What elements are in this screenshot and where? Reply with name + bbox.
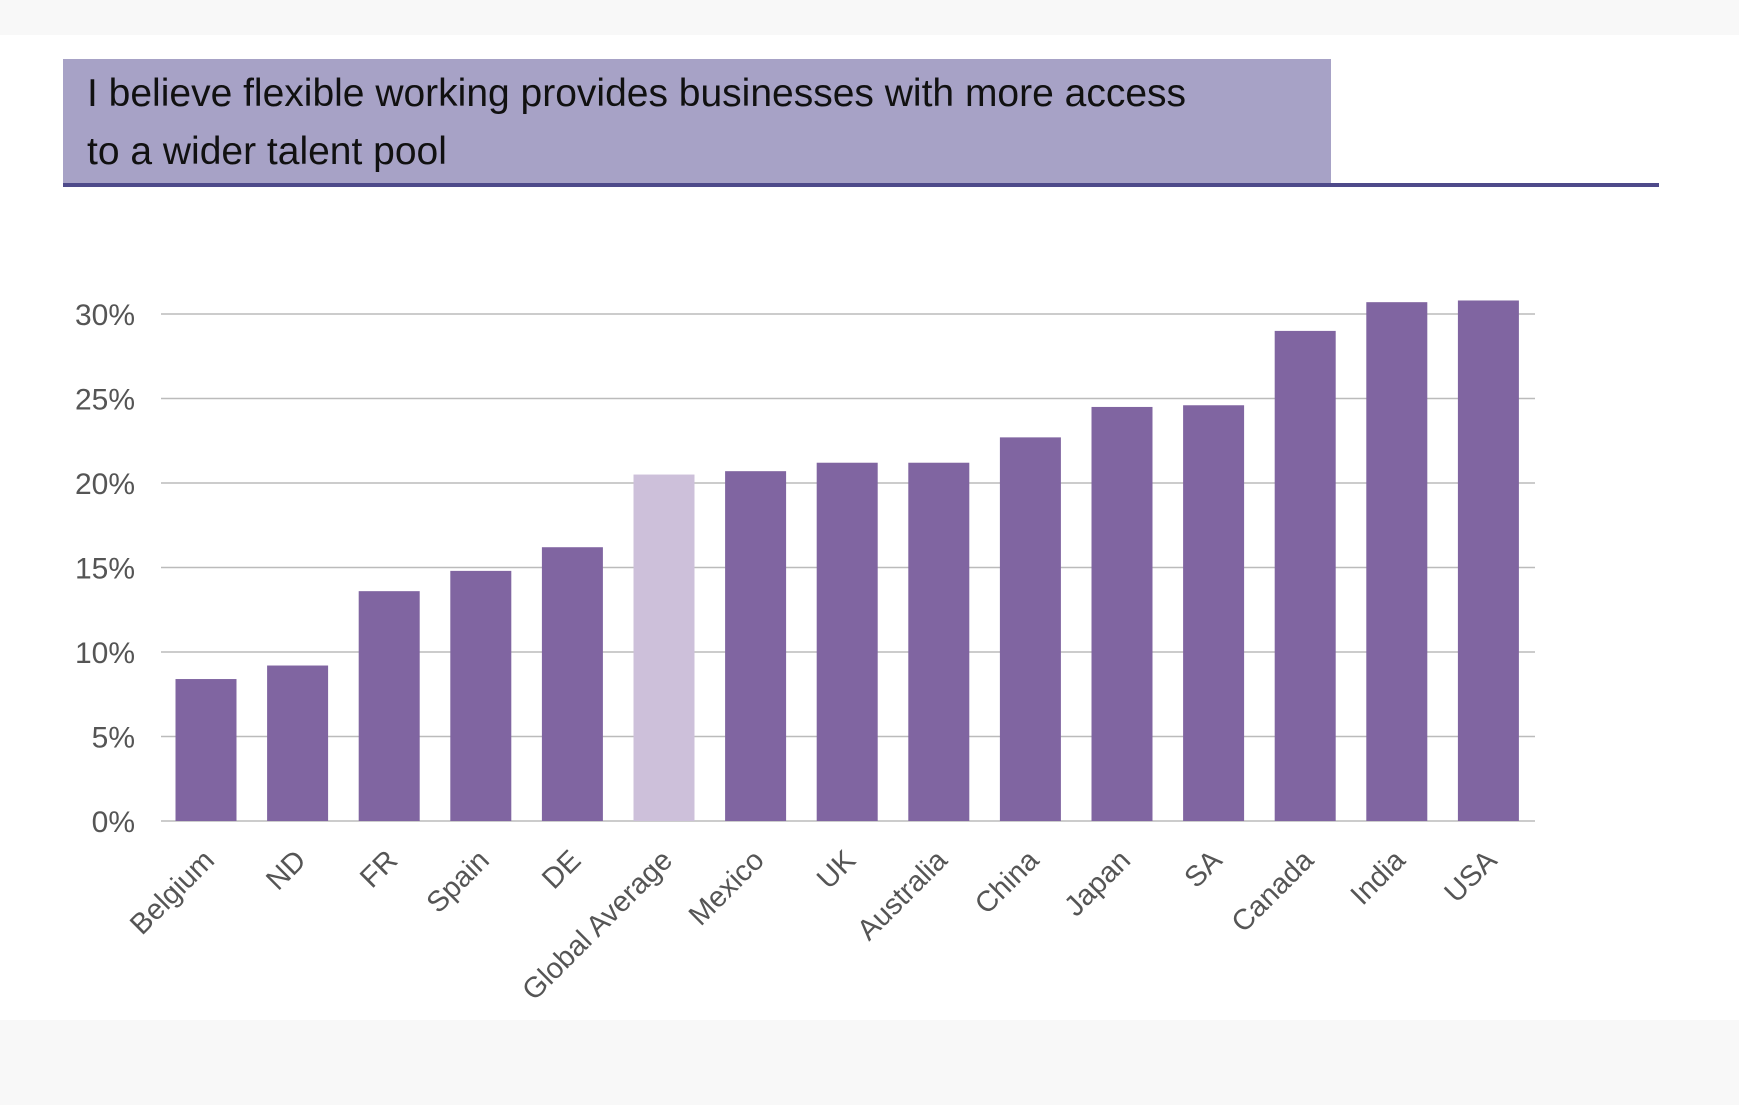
y-tick-label: 25% [75,384,135,417]
bar-australia [908,462,970,821]
bar-belgium [175,679,237,821]
y-tick-label: 5% [92,722,135,755]
y-tick-label: 15% [75,553,135,586]
x-tick-label: DE [536,844,587,895]
bar-mexico [725,471,787,821]
x-tick-label: Canada [1226,844,1321,939]
x-tick-label: Mexico [683,844,771,932]
chart-title-line-1: I believe flexible working provides busi… [87,72,1187,115]
bar-canada [1274,330,1336,821]
chart-title-line-2: to a wider talent pool [87,130,447,173]
y-tick-label: 30% [75,299,135,332]
x-tick-label: India [1345,844,1413,912]
y-tick-label: 20% [75,468,135,501]
bar-usa [1457,300,1519,822]
x-tick-label: ND [260,844,312,896]
x-tick-label: Spain [421,844,496,919]
x-tick-label: FR [354,844,404,894]
x-tick-label: Japan [1058,844,1136,922]
bottom-band [0,1020,1739,1105]
bar-fr [358,591,420,821]
y-tick-label: 10% [75,637,135,670]
bar-nd [267,665,329,821]
x-tick-label: China [969,844,1046,921]
bar-spain [450,570,512,821]
title-underline [63,183,1659,187]
x-tick-label: Australia [851,844,954,947]
x-tick-label: USA [1439,844,1504,909]
bar-sa [1183,405,1245,821]
bar-de [541,547,603,821]
bar-india [1366,302,1428,821]
top-band [0,0,1739,35]
chart-title-box: I believe flexible working provides busi… [63,59,1331,184]
x-tick-label: Belgium [124,844,221,941]
bar-global-average [633,474,695,821]
x-tick-label: SA [1179,844,1229,894]
y-tick-label: 0% [92,806,135,839]
bar-china [999,437,1061,821]
bar-uk [816,462,878,821]
x-tick-label: UK [811,844,863,896]
bar-japan [1091,406,1153,821]
